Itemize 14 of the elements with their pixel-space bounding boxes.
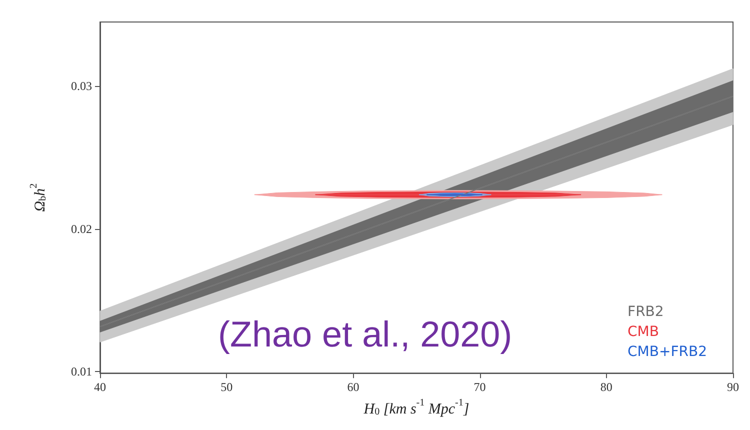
x-tick-label: 50 <box>220 380 233 394</box>
x-tick-label: 70 <box>474 380 486 394</box>
x-tick-label: 60 <box>347 380 360 394</box>
text: CMB <box>628 324 659 340</box>
text: CMB+FRB2 <box>628 344 708 360</box>
x-tick-label: 40 <box>94 380 106 394</box>
x-tick-label: 80 <box>600 380 612 394</box>
text: FRB2 <box>628 304 664 320</box>
y-tick-label: 0.03 <box>71 79 92 94</box>
x-tick-label: 90 <box>727 380 739 394</box>
y-axis-title: Ωbh2 <box>28 183 48 212</box>
annotation: (Zhao et al., 2020) <box>218 314 512 354</box>
y-tick-label: 0.02 <box>71 222 92 236</box>
y-tick-label: 0.01 <box>71 364 92 379</box>
